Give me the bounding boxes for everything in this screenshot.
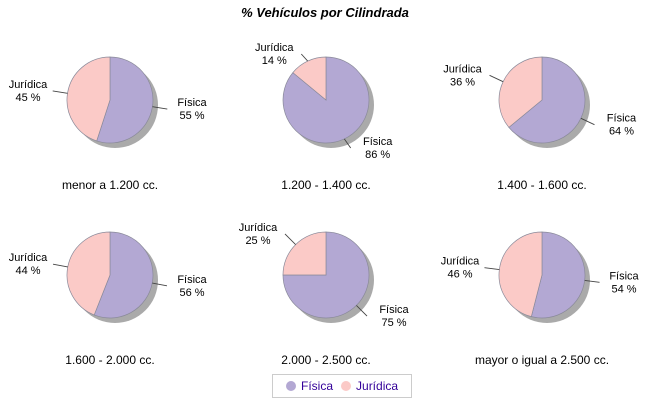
pie-chart-cell: Física 56 % Jurídica 44 % 1.600 - 2.000 cc. [2,213,218,383]
label-connector-line [584,279,600,283]
pie-slice-juridica [498,231,543,318]
category-label: 2.000 - 2.500 cc. [281,353,371,367]
legend-dot-juridica-icon [341,381,352,391]
category-label: 1.400 - 1.600 cc. [497,178,587,192]
label-connector-line [284,233,296,245]
legend: Física Jurídica [272,374,413,398]
pie-slice-juridica [282,231,327,276]
legend-item-fisica: Física [286,379,333,393]
pie-chart: Física 75 % Jurídica 25 % [239,222,410,329]
legend-dot-fisica-icon [286,381,296,391]
pie-chart-cell: Física 55 % Jurídica 45 % menor a 1.200 cc. [2,38,218,208]
slice-label: Física 64 % [607,113,637,138]
slice-label: Física 54 % [609,270,639,295]
label-connector-line [300,53,309,62]
slice-label: Física 55 % [177,97,207,122]
label-connector-line [152,282,168,287]
pie-slice-juridica [66,231,111,316]
category-label: mayor o igual a 2.500 cc. [474,353,610,367]
category-label: menor a 1.200 cc. [61,178,159,192]
pie-chart-cell: Física 86 % Jurídica 14 % 1.200 - 1.400 cc. [218,38,434,208]
pie-slice-juridica [498,56,543,128]
pie-chart: Física 64 % Jurídica 36 % [443,56,637,148]
pie-chart-cell: Física 54 % Jurídica 46 % mayor o igual a 2… [434,213,650,383]
slice-label: Jurídica 46 % [441,256,480,281]
slice-label: Física 56 % [177,274,207,299]
slice-label: Jurídica 45 % [9,79,48,104]
pie-slice-fisica [530,231,586,319]
slice-label: Física 75 % [379,304,409,329]
legend-label-juridica: Jurídica [356,379,399,393]
label-connector-line [489,74,504,83]
pie-chart-cell: Física 75 % Jurídica 25 % 2.000 - 2.500 cc. [218,213,434,383]
pie-slice-fisica [93,231,154,319]
label-connector-line [52,263,68,268]
pie-chart: Física 55 % Jurídica 45 % [9,56,208,148]
label-connector-line [152,106,168,110]
slice-label: Jurídica 44 % [9,252,48,277]
label-connector-line [356,305,368,317]
pie-chart-cell: Física 64 % Jurídica 36 % 1.400 - 1.600 cc. [434,38,650,208]
pie-chart: Física 86 % Jurídica 14 % [255,42,393,161]
label-connector-line [580,117,595,126]
pie-slice-juridica [292,56,327,101]
pie-slice-fisica [282,231,370,319]
legend-item-juridica: Jurídica [341,379,398,393]
label-connector-line [52,90,68,94]
category-label: 1.600 - 2.000 cc. [65,353,155,367]
pie-slice-juridica [66,56,111,142]
slice-label: Jurídica 36 % [443,63,482,88]
label-connector-line [484,267,500,271]
pie-chart: Física 56 % Jurídica 44 % [9,231,208,323]
chart-title: % Vehículos por Cilindrada [241,5,409,20]
legend-label-fisica: Física [301,379,334,393]
pie-slice-fisica [508,56,586,144]
category-label: 1.200 - 1.400 cc. [281,178,371,192]
pie-chart: Física 54 % Jurídica 46 % [441,231,640,323]
slice-label: Física 86 % [363,136,393,161]
pie-slice-fisica [96,56,154,144]
slice-label: Jurídica 25 % [239,222,278,247]
label-connector-line [343,138,352,149]
slice-label: Jurídica 14 % [255,42,294,67]
